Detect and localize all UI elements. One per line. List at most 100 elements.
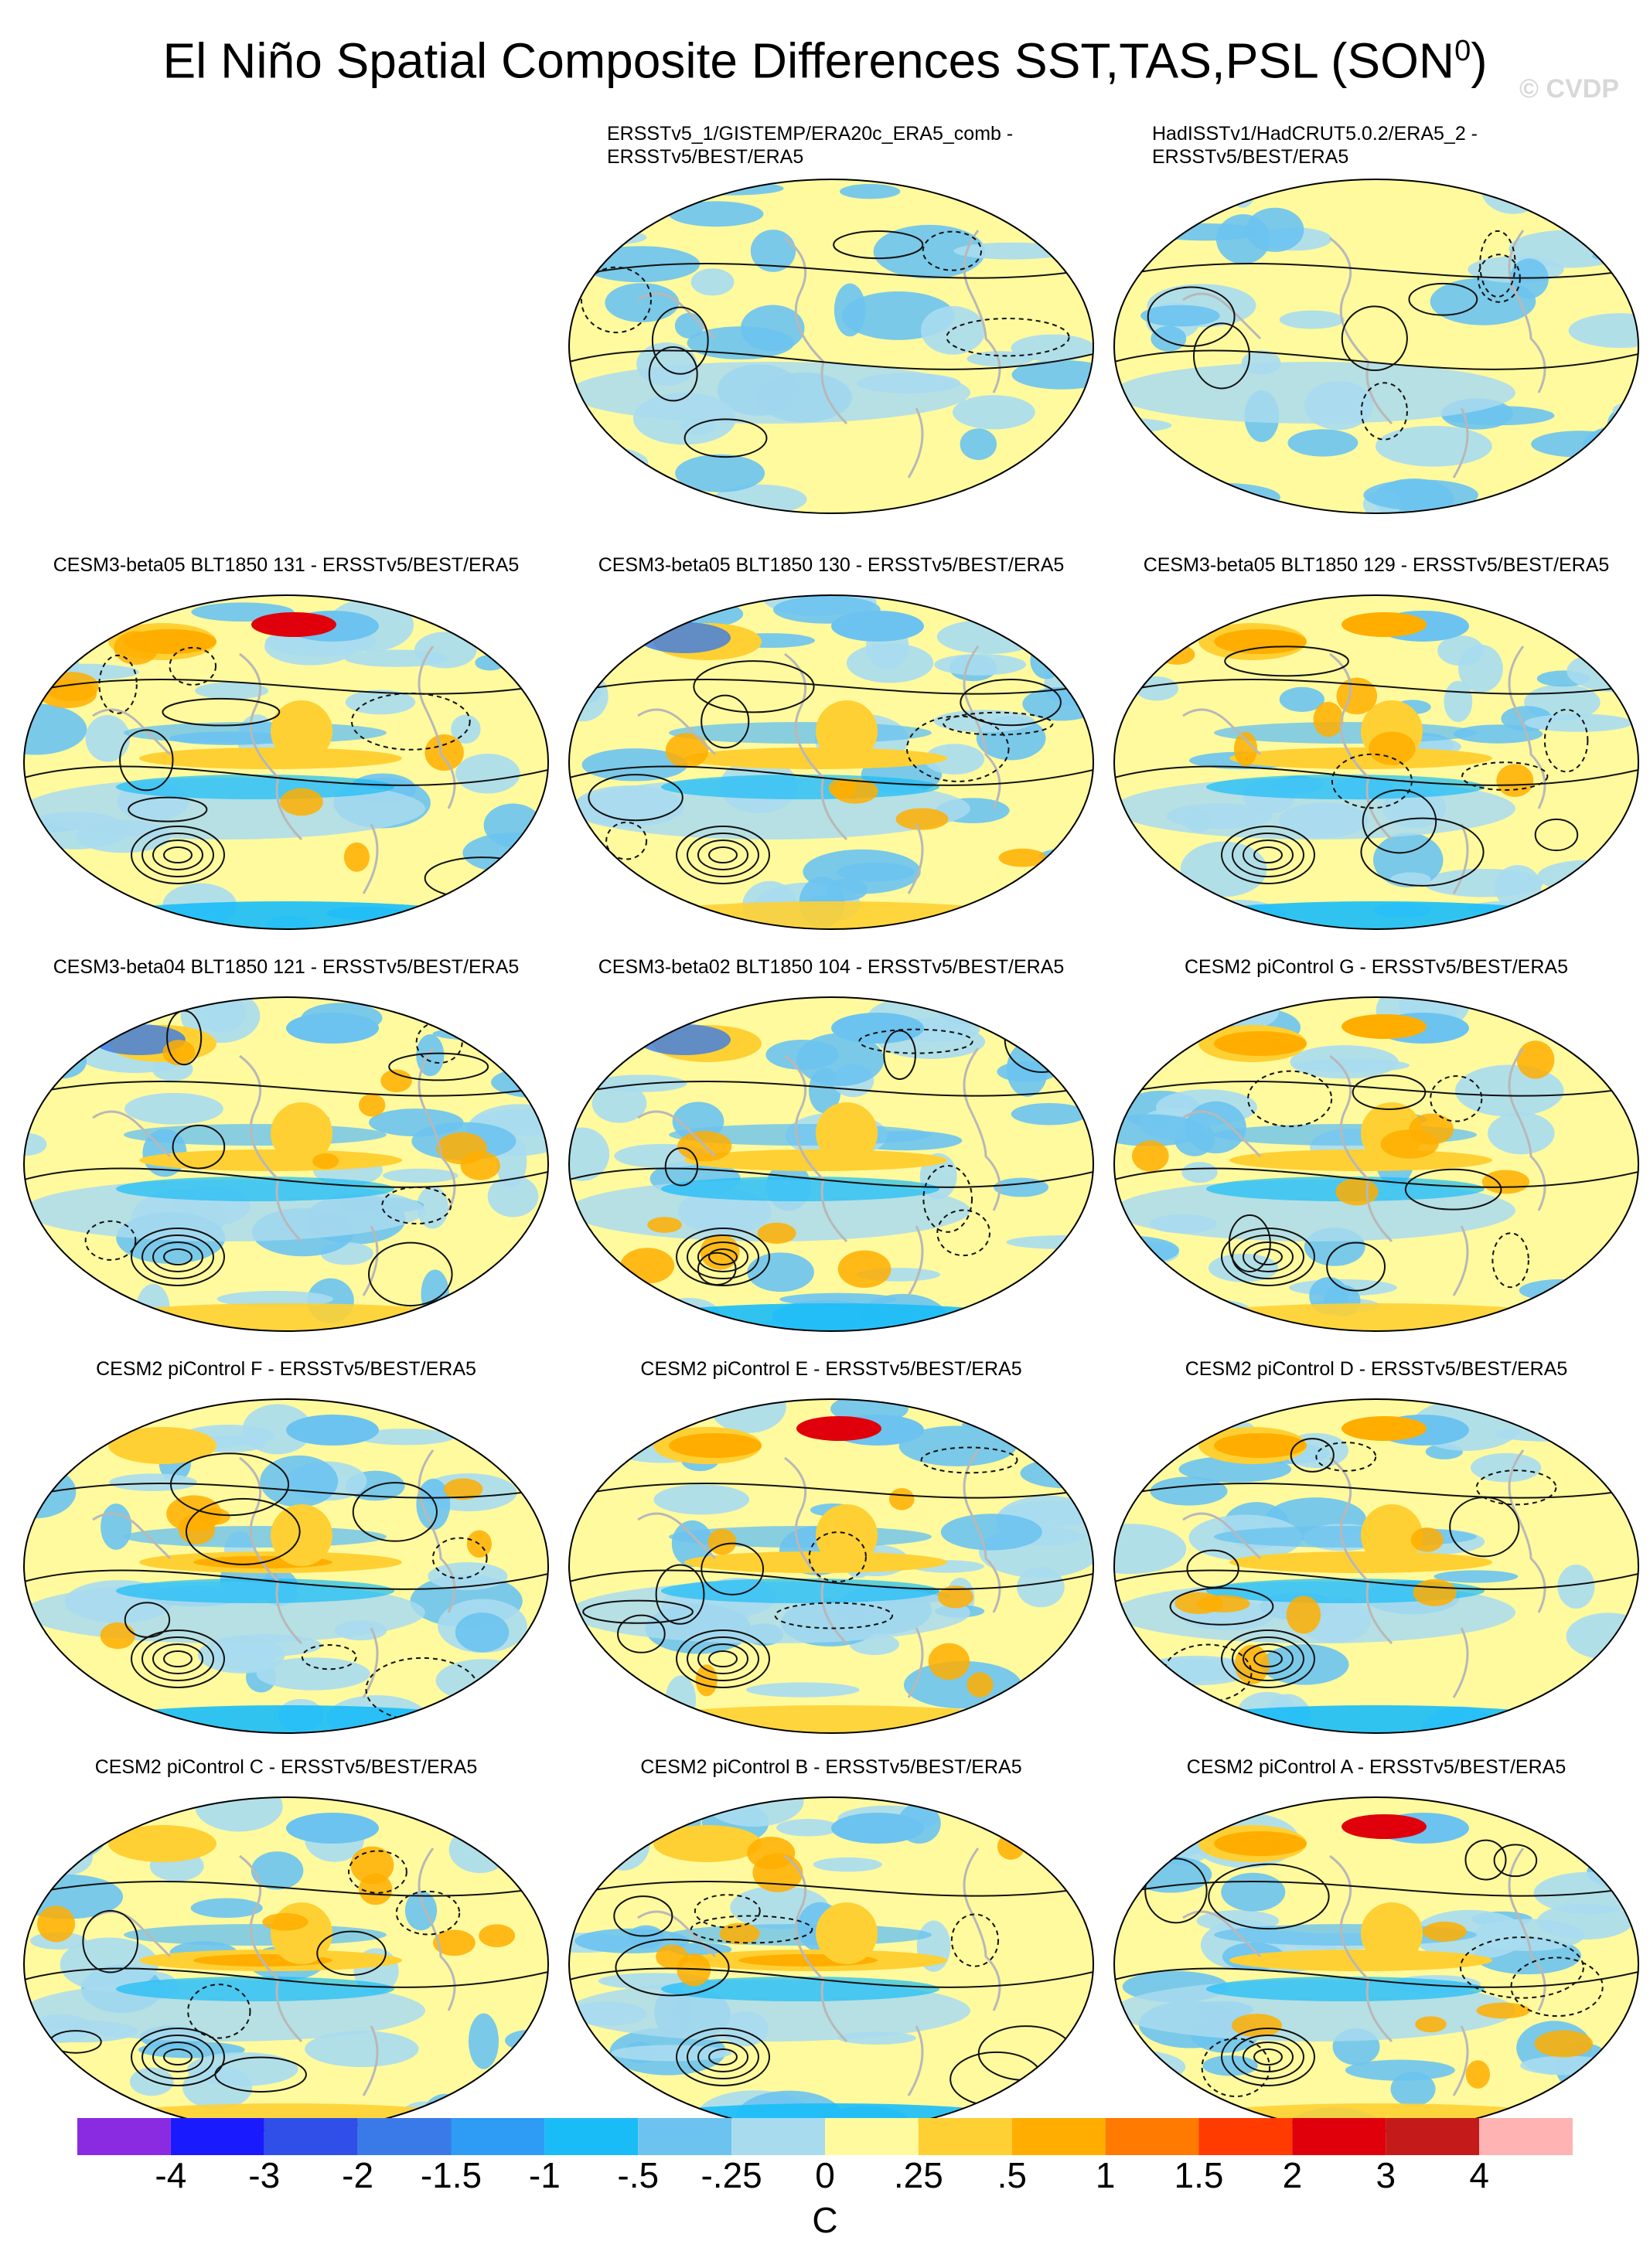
anomaly-warm-patch (479, 1924, 516, 1948)
anomaly-cool-patch (831, 611, 924, 642)
coastline (963, 1449, 1001, 1613)
anomaly-cool-patch (1151, 325, 1187, 352)
anomaly-cool-patch (1292, 1058, 1410, 1073)
psl-contour (1461, 761, 1549, 791)
psl-contour (922, 1164, 973, 1233)
psl-contour (582, 1599, 694, 1624)
psl-contour (580, 266, 652, 334)
anomaly-cool-patch (966, 351, 1034, 367)
globe-map (568, 1398, 1094, 1734)
psl-contour (1253, 1248, 1283, 1265)
colorbar-swatch (638, 2118, 732, 2155)
coastline (907, 1627, 924, 1698)
globe-map (568, 179, 1094, 514)
coastline (1508, 1449, 1546, 1613)
psl-contour (1493, 1844, 1538, 1878)
anomaly-cool-band (124, 1124, 387, 1146)
anomaly-cool-patch (382, 1168, 459, 1183)
anomaly-cool-patch (839, 184, 901, 199)
psl-contour (922, 230, 983, 271)
coastline (784, 1854, 848, 2043)
psl-contour (833, 230, 924, 260)
psl-contour (1221, 1629, 1315, 1688)
psl-contour (395, 1890, 461, 1936)
anomaly-cool-patch (1034, 1432, 1069, 1466)
psl-contour (701, 1542, 765, 1595)
psl-contour (936, 1209, 991, 1257)
coastline (1452, 1627, 1469, 1698)
panel-title-line: CESM2 piControl D - ERSSTv5/BEST/ERA5 (1185, 1358, 1568, 1380)
anomaly-cool-band (661, 1977, 939, 2001)
psl-contour (1114, 1967, 1638, 1988)
coastline (362, 1627, 379, 1698)
anomaly-warm-patch (271, 700, 332, 762)
anomaly-warm-patch (312, 1153, 339, 1170)
anomaly-cool-patch (1602, 1399, 1638, 1422)
psl-contour (1186, 1549, 1239, 1589)
anomaly-cool-patch (920, 306, 986, 355)
anomaly-cool-patch (574, 1928, 690, 1953)
colorbar-tick-label: 4 (1469, 2155, 1489, 2195)
psl-contour (774, 1602, 894, 1629)
anomaly-warm-patch (271, 1504, 332, 1566)
psl-contour (588, 774, 684, 822)
anomaly-cool-band (124, 722, 387, 744)
anomaly-warm-patch (1335, 1178, 1379, 1206)
colorbar-swatch (1198, 2118, 1293, 2155)
psl-contour (569, 262, 1093, 279)
anomaly-cool-patch (745, 1682, 860, 1698)
anomaly-warm-patch (108, 1427, 216, 1464)
psl-contour (24, 1167, 548, 1188)
anomaly-cool-patch (1453, 724, 1543, 744)
cvdp-watermark: © CVDP (1519, 74, 1619, 104)
anomaly-cool-patch (1390, 872, 1431, 887)
psl-contour (1221, 1228, 1315, 1286)
anomaly-cool-patch (24, 1426, 56, 1483)
panel-title-line: CESM3-beta02 BLT1850 104 - ERSSTv5/BEST/… (598, 956, 1065, 978)
anomaly-cool-patch (216, 1290, 334, 1308)
anomaly-warm-patch (620, 1248, 675, 1284)
colorbar-swatch (357, 2118, 452, 2155)
anomaly-cool-patch (1375, 425, 1492, 467)
coastline (907, 407, 924, 478)
anomaly-cool-patch (1363, 479, 1478, 511)
psl-contour (163, 1248, 193, 1265)
coastline (907, 2025, 924, 2096)
anomaly-cool-patch (182, 2065, 253, 2110)
psl-contour (697, 2042, 748, 2072)
coastline (418, 1047, 456, 1211)
psl-contour (701, 694, 750, 749)
map-border (1113, 594, 1639, 930)
coastline (362, 2025, 379, 2096)
anomaly-cool-patch (704, 1797, 804, 1827)
colorbar-swatch (1011, 2118, 1106, 2155)
psl-contour (808, 1531, 867, 1583)
psl-contour (1228, 1214, 1271, 1272)
colorbar-tick-label: .5 (997, 2155, 1027, 2195)
anomaly-cool-band (1114, 362, 1515, 424)
anomaly-warm-patch (1361, 1504, 1423, 1566)
panel-title-line: CESM2 piControl B - ERSSTv5/BEST/ERA5 (640, 1756, 1022, 1778)
anomaly-warm-patch (937, 1585, 973, 1609)
coastline (963, 230, 1001, 393)
anomaly-cool-patch (605, 283, 680, 322)
coastline (1452, 407, 1469, 478)
figure-title: El Niño Spatial Composite Differences SS… (0, 22, 1650, 90)
colorbar-tick-label: -.5 (617, 2155, 660, 2195)
coastline (1329, 1054, 1393, 1243)
anomaly-cool-patch (1018, 472, 1053, 502)
anomaly-cool-patch (1559, 1694, 1629, 1733)
colorbar-tick-label: -3 (248, 2155, 281, 2195)
coastline (418, 645, 456, 809)
colorbar-tick-label: -1 (528, 2155, 561, 2195)
psl-contour (615, 1938, 730, 1997)
anomaly-cool-patch (1524, 713, 1633, 732)
anomaly-warm-patch (647, 1217, 682, 1233)
southern-ocean-anomaly (70, 1303, 503, 1331)
map-panel: CESM2 piControl C - ERSSTv5/BEST/ERA5 (15, 1735, 557, 2153)
anomaly-cool-patch (569, 1127, 610, 1181)
psl-contour (1408, 282, 1478, 316)
anomaly-cool-patch (602, 867, 641, 895)
anomaly-cool-patch (1519, 2055, 1614, 2076)
anomaly-cool-patch (953, 395, 1035, 430)
